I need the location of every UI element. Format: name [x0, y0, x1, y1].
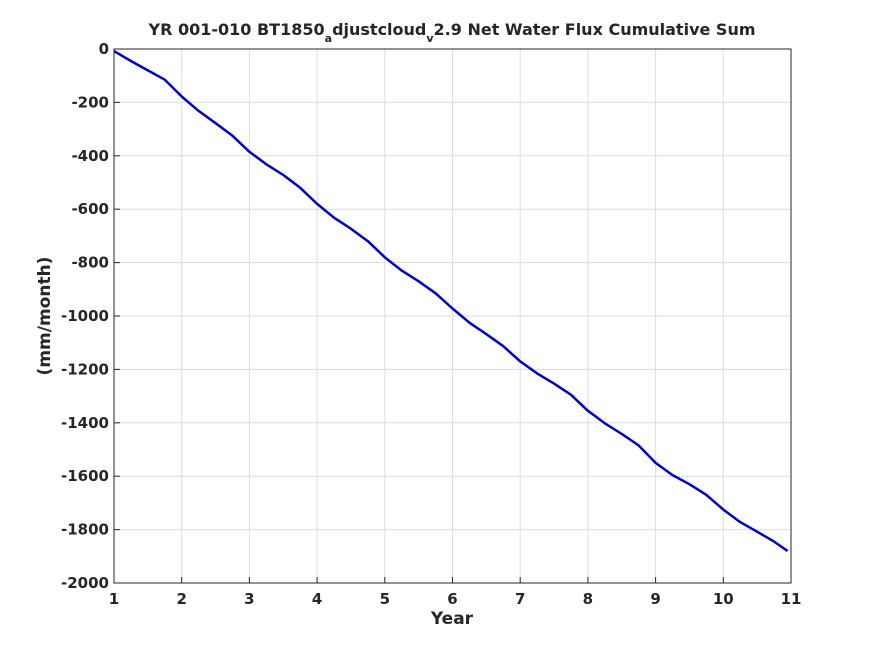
- grid-lines: [113, 48, 792, 584]
- series-line: [113, 50, 789, 553]
- y-axis-label: (mm/month): [35, 257, 55, 376]
- x-tick-label: 2: [176, 590, 186, 608]
- x-tick-label: 3: [244, 590, 254, 608]
- chart-title-subscript-2: v: [426, 32, 434, 45]
- chart-title: YR 001-010 BT1850adjustcloudv2.9 Net Wat…: [148, 20, 756, 45]
- y-tick-label: -2000: [61, 574, 109, 592]
- y-tick-label: -1800: [61, 521, 109, 539]
- x-axis-label: Year: [430, 609, 474, 629]
- axis-ticks: 1 2 3 4 5 6 7 8 9 10 11 0 -200 -400 -600 -800 -1000 -1200…: [61, 40, 801, 608]
- y-tick-label: -1400: [61, 414, 109, 432]
- chart-title-part-3: 2.9 Net Water Flux Cumulative Sum: [434, 20, 756, 39]
- x-tick-label: 10: [713, 590, 734, 608]
- chart-title-subscript-1: a: [325, 32, 332, 45]
- x-tick-label: 8: [583, 590, 593, 608]
- y-tick-label: -1200: [61, 360, 109, 378]
- x-tick-label: 7: [515, 590, 525, 608]
- series-layer: [113, 50, 789, 553]
- x-tick-label: 9: [650, 590, 660, 608]
- x-tick-label: 4: [312, 590, 322, 608]
- chart-title-part-1: YR 001-010 BT1850: [148, 20, 325, 39]
- y-tick-label: -200: [71, 93, 109, 111]
- x-tick-label: 1: [109, 590, 119, 608]
- x-tick-label: 6: [447, 590, 457, 608]
- x-tick-label: 5: [380, 590, 390, 608]
- y-tick-label: -800: [71, 254, 109, 272]
- x-tick-label: 11: [781, 590, 802, 608]
- plot-area-frame: [113, 48, 792, 584]
- y-tick-label: -1000: [61, 307, 109, 325]
- y-tick-label: 0: [99, 40, 109, 58]
- y-tick-label: -1600: [61, 467, 109, 485]
- y-tick-label: -400: [71, 147, 109, 165]
- chart-title-part-2: djustcloud: [332, 20, 426, 39]
- y-tick-label: -600: [71, 200, 109, 218]
